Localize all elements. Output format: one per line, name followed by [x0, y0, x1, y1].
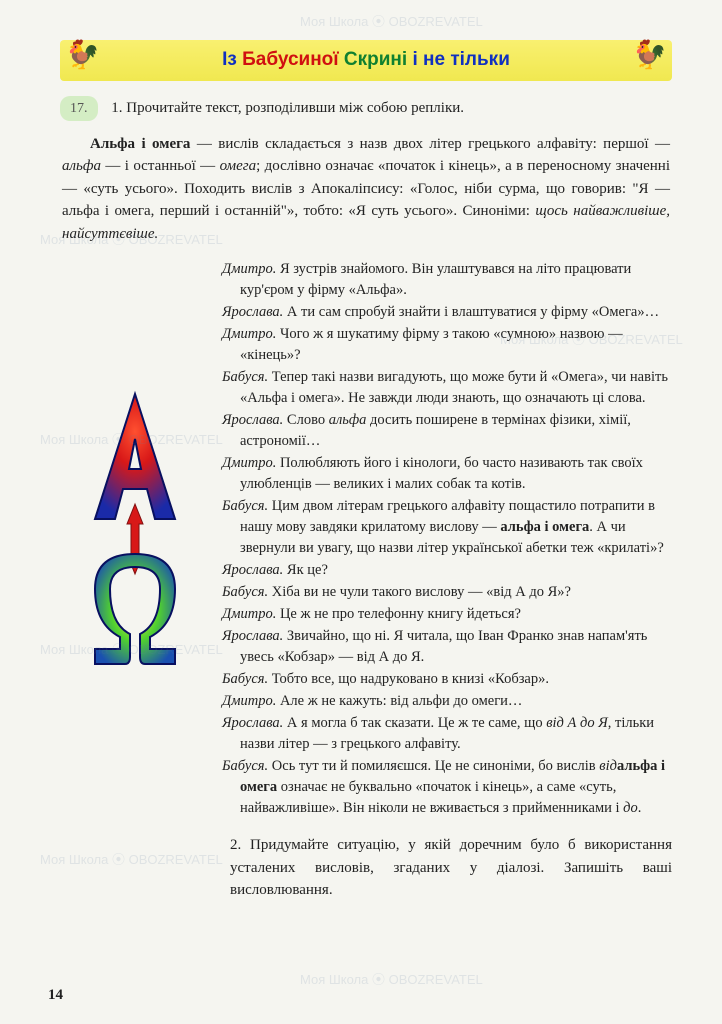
dialogue-text: А ти сам спробуй знайти і влаштуватися у… — [283, 304, 659, 320]
dialogue-text: Як це? — [283, 562, 328, 578]
speaker-name: Бабуся. — [222, 584, 268, 600]
dialogue-line: Ярослава. А я могла б так сказати. Це ж … — [222, 713, 672, 755]
italic-term: від А до Я — [546, 715, 608, 731]
dialogue-line: Бабуся. Тобто все, що надруковано в книз… — [222, 669, 672, 690]
dialogue-text: . — [638, 800, 642, 816]
intro-term: Альфа і омега — [90, 136, 190, 152]
speaker-name: Ярослава. — [222, 304, 283, 320]
dialogue-text: Тобто все, що надруковано в книзі «Кобза… — [268, 671, 549, 687]
intro-text: — і останньої — — [101, 158, 220, 174]
dialogue-line: Ярослава. Звичайно, що ні. Я читала, що … — [222, 626, 672, 668]
alpha-omega-illustration — [60, 259, 210, 677]
intro-text: — вислів складається з назв двох літер г… — [190, 136, 670, 152]
banner-word: Із — [222, 49, 237, 70]
dialogue-line: Дмитро. Полюбляють його і кінологи, бо ч… — [222, 453, 672, 495]
task-1: 17. 1. Прочитайте текст, розподіливши мі… — [60, 96, 672, 121]
dialogue-section: Дмитро. Я зустрів знайомого. Він улаштув… — [60, 259, 672, 820]
dialogue-text: означає не буквально «початок і кінець»,… — [240, 779, 616, 816]
dialogue-text: Полюбляють його і кінологи, бо часто наз… — [240, 455, 643, 492]
dialogue-line: Бабуся. Тепер такі назви вигадують, що м… — [222, 367, 672, 409]
banner-word: і не тільки — [412, 49, 509, 70]
dialogue-text: Це ж не про телефонну книгу йдеться? — [276, 606, 521, 622]
dialogue-text: Але ж не кажуть: від альфи до омеги… — [276, 693, 522, 709]
watermark: Моя Школа ⦿ OBOZREVATEL — [300, 970, 483, 990]
speaker-name: Дмитро. — [222, 455, 276, 471]
task-2: 2. Придумайте ситуацію, у якій доречним … — [60, 834, 672, 902]
watermark: Моя Школа ⦿ OBOZREVATEL — [300, 12, 483, 32]
speaker-name: Дмитро. — [222, 261, 276, 277]
section-banner: 🐓 Із Бабусиної Скрині і не тільки 🐓 — [60, 40, 672, 81]
italic-term: альфа — [329, 412, 367, 428]
dialogue-line: Дмитро. Я зустрів знайомого. Він улаштув… — [222, 259, 672, 301]
page-number: 14 — [48, 984, 63, 1007]
dialogue-line: Дмитро. Чого ж я шукатиму фірму з такою … — [222, 324, 672, 366]
dialogue-text: Чого ж я шукатиму фірму з такою «сумною»… — [240, 326, 623, 363]
dialogue-line: Бабуся. Хіба ви не чули такого вислову —… — [222, 582, 672, 603]
dialogue-line: Ярослава. А ти сам спробуй знайти і влаш… — [222, 302, 672, 323]
speaker-name: Ярослава. — [222, 562, 283, 578]
intro-paragraph: Альфа і омега — вислів складається з наз… — [60, 133, 672, 246]
dialogue-text: Я зустрів знайомого. Він улаштувався на … — [240, 261, 631, 298]
speaker-name: Бабуся. — [222, 758, 268, 774]
banner-word: Скрині — [344, 49, 407, 70]
speaker-name: Дмитро. — [222, 606, 276, 622]
alpha-omega-svg — [65, 389, 205, 669]
intro-alpha: альфа — [62, 158, 101, 174]
rooster-icon: 🐓 — [632, 35, 667, 77]
intro-omega: омега — [220, 158, 257, 174]
dialogue-line: Ярослава. Як це? — [222, 560, 672, 581]
banner-title: Із Бабусиної Скрині і не тільки — [222, 49, 510, 70]
speaker-name: Бабуся. — [222, 369, 268, 385]
speaker-name: Бабуся. — [222, 498, 268, 514]
speaker-name: Ярослава. — [222, 412, 283, 428]
speaker-name: Дмитро. — [222, 693, 276, 709]
speaker-name: Бабуся. — [222, 671, 268, 687]
dialogue-text: Хіба ви не чули такого вислову — «від А … — [268, 584, 571, 600]
dialogue-text: Звичайно, що ні. Я читала, що Іван Франк… — [240, 628, 647, 665]
dialogue-lines: Дмитро. Я зустрів знайомого. Він улаштув… — [222, 259, 672, 820]
speaker-name: Ярослава. — [222, 715, 283, 731]
italic-term: від — [599, 758, 617, 774]
dialogue-line: Бабуся. Цим двом літерам грецького алфав… — [222, 496, 672, 559]
dialogue-line: Бабуся. Ось тут ти й помиляєшся. Це не с… — [222, 756, 672, 819]
task-text: 1. Прочитайте текст, розподіливши між со… — [111, 100, 464, 116]
dialogue-text: Ось тут ти й помиляєшся. Це не синоніми,… — [268, 758, 599, 774]
italic-term: до — [623, 800, 638, 816]
dialogue-text: Тепер такі назви вигадують, що може бути… — [240, 369, 668, 406]
banner-word: Бабусиної — [242, 49, 338, 70]
dialogue-line: Дмитро. Але ж не кажуть: від альфи до ом… — [222, 691, 672, 712]
rooster-icon: 🐓 — [65, 35, 100, 77]
key-term: альфа і омега — [500, 519, 589, 535]
dialogue-text: А я могла б так сказати. Це ж те саме, щ… — [283, 715, 546, 731]
speaker-name: Ярослава. — [222, 628, 283, 644]
speaker-name: Дмитро. — [222, 326, 276, 342]
dialogue-line: Дмитро. Це ж не про телефонну книгу йдет… — [222, 604, 672, 625]
dialogue-line: Ярослава. Слово альфа досить поширене в … — [222, 410, 672, 452]
dialogue-text: Слово — [283, 412, 328, 428]
exercise-number: 17. — [60, 96, 98, 121]
